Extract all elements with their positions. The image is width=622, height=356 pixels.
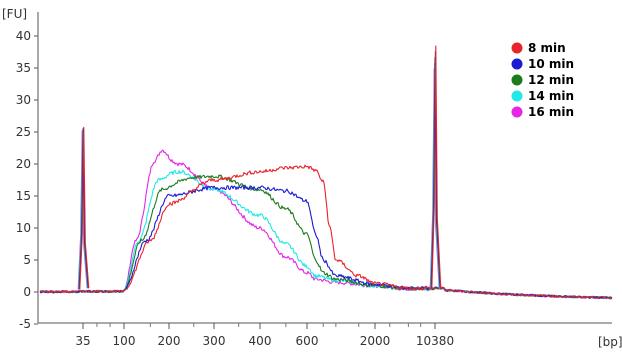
y-tick-label: 10 — [16, 221, 31, 235]
x-axis: 35 100 200 300 400 600 2000 10380 — [38, 322, 612, 348]
marker-peak-1-trace-1 — [79, 126, 90, 290]
marker-peaks — [77, 45, 442, 290]
y-axis: -5 0 5 10 15 20 25 30 35 40 — [16, 12, 39, 331]
legend-swatch-4 — [511, 90, 523, 102]
legend-label-1: 8 min — [528, 41, 566, 55]
legend-label-3: 12 min — [528, 73, 574, 87]
legend-label-2: 10 min — [528, 57, 574, 71]
legend-swatch-2 — [511, 58, 523, 70]
y-tick-label: 30 — [16, 93, 31, 107]
y-tick-label: 35 — [16, 61, 31, 75]
x-tick-label: 10380 — [416, 334, 454, 348]
x-tick-label: 400 — [249, 334, 272, 348]
y-tick-label: 40 — [16, 29, 31, 43]
y-tick-label: 25 — [16, 125, 31, 139]
y-axis-unit-label: [FU] — [2, 7, 27, 21]
x-tick-label: 100 — [113, 334, 136, 348]
series-line-5 — [39, 149, 613, 300]
y-tick-label: 5 — [23, 253, 31, 267]
marker-peak-2-trace-1 — [431, 45, 442, 290]
legend-swatch-1 — [511, 42, 523, 54]
series-line-1 — [39, 164, 613, 300]
x-tick-label: 600 — [296, 334, 319, 348]
series-traces — [39, 149, 613, 300]
legend: 8 min 10 min 12 min 14 min 16 min — [511, 41, 574, 119]
x-axis-unit-label: [bp] — [598, 335, 622, 349]
y-tick-label: 0 — [23, 285, 31, 299]
series-line-2 — [39, 185, 613, 300]
x-tick-label: 2000 — [360, 334, 391, 348]
x-tick-label: 35 — [75, 334, 90, 348]
y-tick-label: -5 — [19, 317, 31, 331]
y-tick-label: 20 — [16, 157, 31, 171]
y-tick-label: 15 — [16, 189, 31, 203]
x-tick-label: 200 — [158, 334, 181, 348]
series-line-4 — [39, 169, 613, 300]
legend-label-5: 16 min — [528, 105, 574, 119]
legend-swatch-5 — [511, 106, 523, 118]
legend-swatch-3 — [511, 74, 523, 86]
legend-label-4: 14 min — [528, 89, 574, 103]
x-tick-label: 300 — [203, 334, 226, 348]
